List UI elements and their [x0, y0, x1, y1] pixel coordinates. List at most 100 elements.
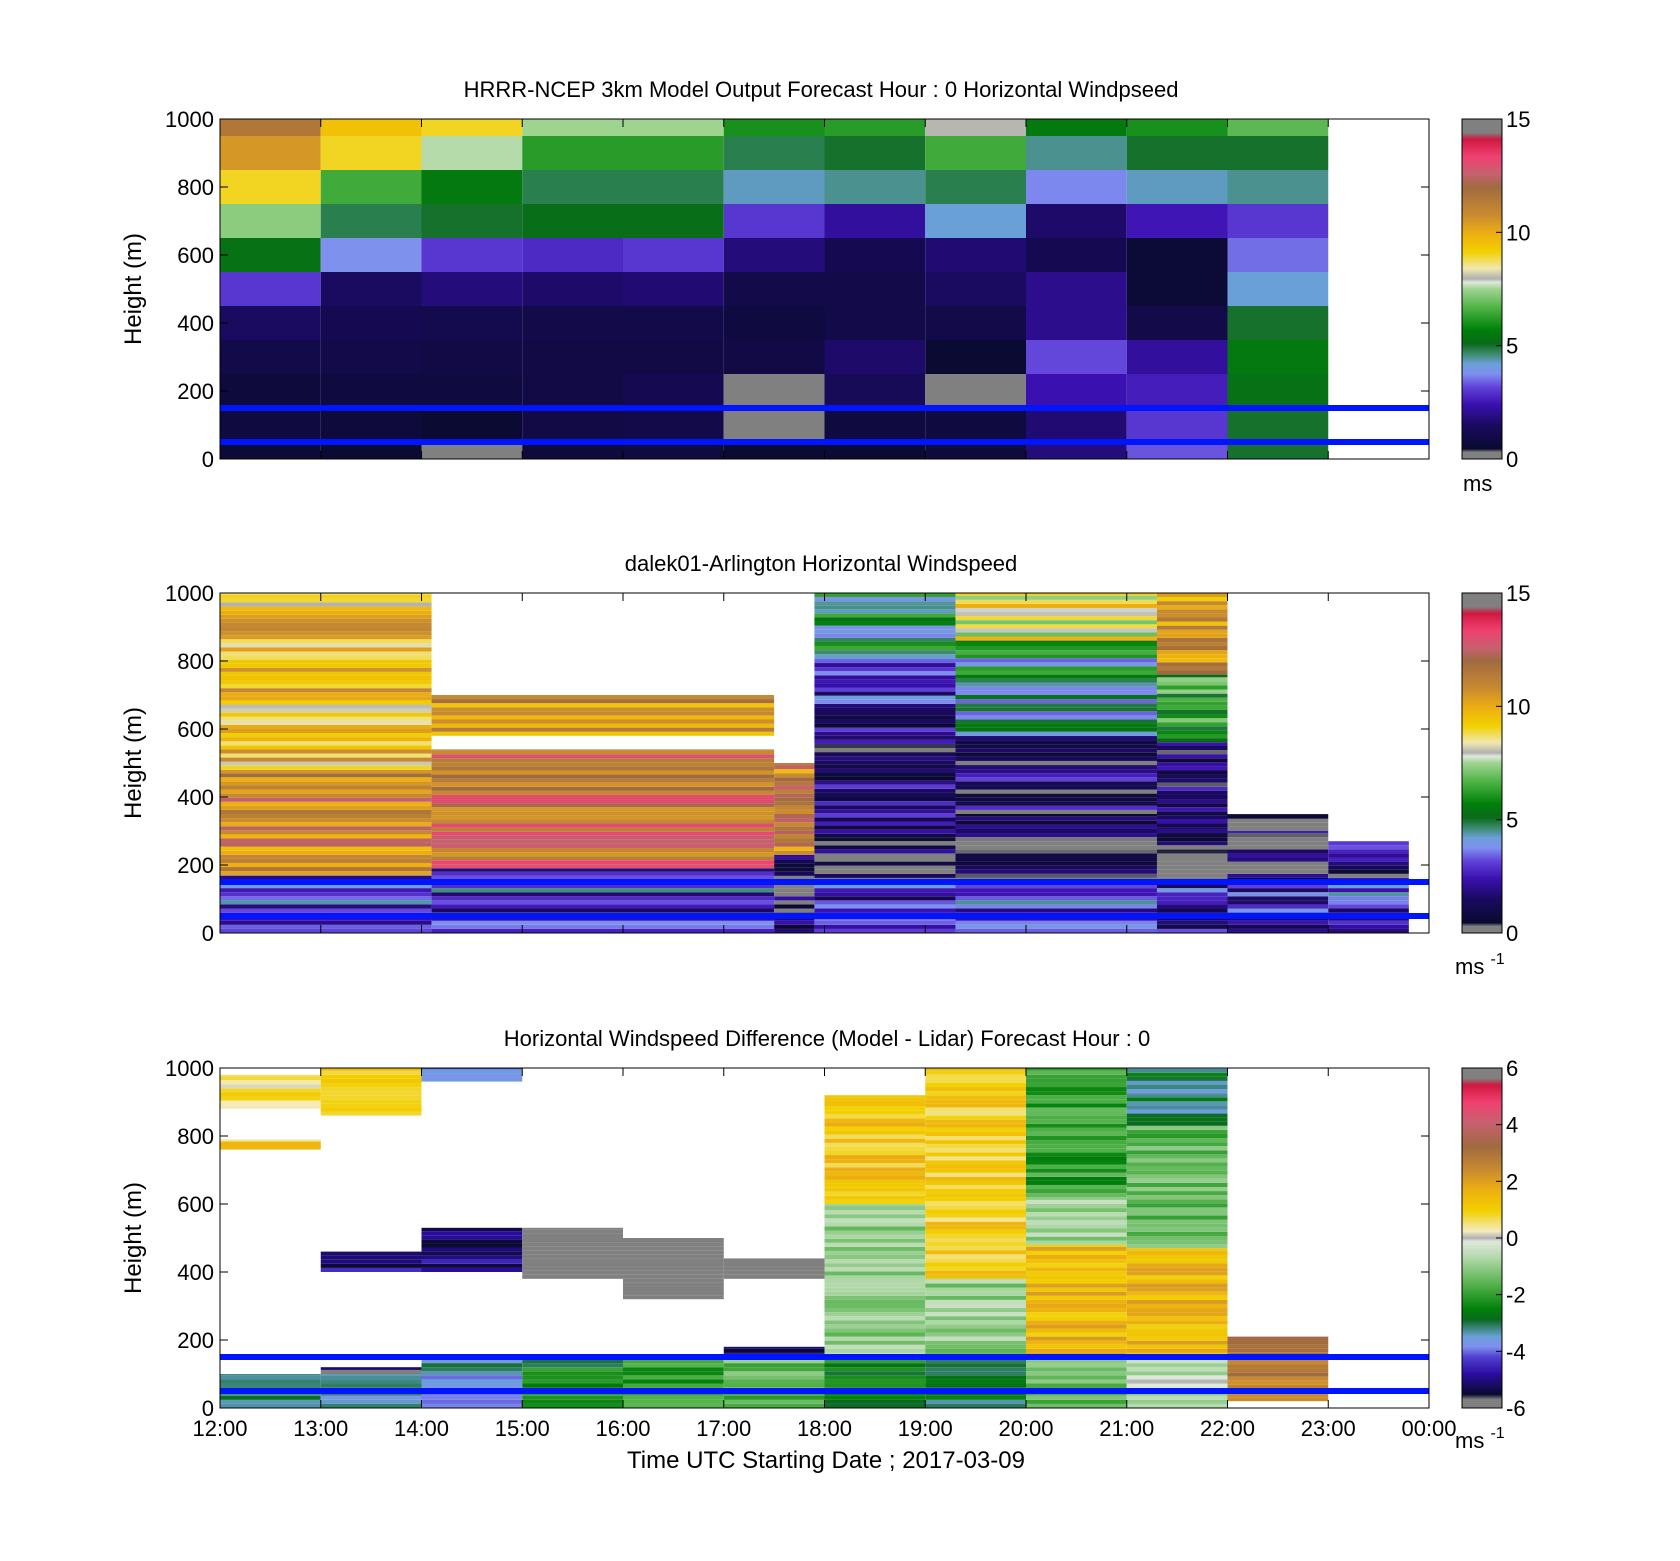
heatmap-cell: [522, 1246, 623, 1251]
heatmap-cell: [814, 735, 956, 740]
heatmap-cell: [955, 699, 1157, 704]
heatmap-cell: [1026, 1228, 1127, 1233]
heatmap-cell: [220, 716, 432, 721]
heatmap-cell: [925, 1383, 1026, 1388]
heatmap-cell: [723, 238, 825, 272]
heatmap-cell: [814, 743, 956, 749]
heatmap-cell: [925, 1403, 1026, 1408]
heatmap-cell: [220, 761, 432, 766]
heatmap-cell: [220, 614, 432, 619]
heatmap-cell: [955, 641, 1157, 647]
heatmap-cell: [320, 1395, 422, 1400]
heatmap-cell: [1227, 818, 1329, 823]
heatmap-cell: [1126, 1097, 1228, 1102]
heatmap-cell: [623, 442, 724, 459]
heatmap-cell: [814, 723, 956, 728]
heatmap-cell: [1126, 1174, 1228, 1179]
heatmap-cell: [955, 920, 1157, 925]
heatmap-cell: [220, 884, 432, 889]
heatmap-cell: [824, 1146, 926, 1151]
heatmap-cell: [1227, 888, 1329, 893]
heatmap-cell: [220, 749, 432, 754]
heatmap-cell: [1328, 845, 1409, 850]
heatmap-cell: [955, 892, 1157, 897]
heatmap-cell: [1126, 1101, 1228, 1106]
heatmap-cell: [814, 671, 956, 676]
heatmap-cell: [1126, 1191, 1228, 1196]
heatmap-cell: [431, 819, 775, 824]
heatmap-cell: [1026, 1216, 1127, 1221]
heatmap-cell: [955, 785, 1157, 790]
heatmap-cell: [1026, 1095, 1127, 1100]
heatmap-cell: [824, 1102, 926, 1107]
heatmap-cell: [220, 1383, 321, 1388]
heatmap-cell: [220, 1088, 321, 1093]
heatmap-cell: [1227, 814, 1329, 815]
y-tick-label: 0: [202, 1396, 214, 1421]
heatmap-cell: [320, 1379, 422, 1384]
heatmap-cell: [1156, 888, 1228, 893]
heatmap-cell: [925, 1103, 1026, 1108]
heatmap-cell: [522, 442, 623, 459]
heatmap-cell: [955, 793, 1157, 798]
heatmap-cell: [431, 707, 775, 712]
heatmap-cell: [220, 622, 432, 627]
heatmap-cell: [1026, 1250, 1127, 1255]
heatmap-cell: [723, 442, 825, 459]
heatmap-cell: [824, 1371, 926, 1376]
heatmap-cell: [220, 904, 432, 909]
heatmap-cell: [1328, 892, 1409, 897]
heatmap-cell: [522, 1266, 623, 1271]
heatmap-cell: [1227, 869, 1329, 874]
heatmap-cell: [1156, 920, 1228, 925]
heatmap-cell: [220, 238, 321, 272]
heatmap-cell: [1156, 738, 1228, 743]
heatmap-cell: [955, 646, 1157, 651]
heatmap-cell: [774, 838, 815, 843]
heatmap-cell: [814, 908, 956, 913]
heatmap-cell: [824, 1379, 926, 1384]
heatmap-cell: [421, 1069, 523, 1074]
heatmap-cell: [220, 785, 432, 790]
heatmap-cell: [774, 846, 815, 851]
heatmap-cell: [421, 1068, 523, 1070]
heatmap-cell: [1026, 1103, 1127, 1108]
heatmap-cell: [431, 711, 775, 716]
heatmap-cell: [1126, 1240, 1228, 1245]
heatmap-cell: [824, 1340, 926, 1345]
heatmap-cell: [1026, 1375, 1127, 1380]
heatmap-cell: [1328, 928, 1409, 933]
heatmap-cell: [320, 1091, 422, 1096]
heatmap-cell: [774, 863, 815, 868]
heatmap-cell: [955, 723, 1157, 728]
heatmap-cell: [1156, 746, 1228, 751]
heatmap-cell: [824, 1142, 926, 1147]
heatmap-cell: [814, 920, 956, 925]
heatmap-cell: [824, 1403, 926, 1408]
heatmap-cell: [955, 760, 1157, 766]
heatmap-cell: [955, 865, 1157, 870]
panel-difference-title: Horizontal Windspeed Difference (Model -…: [504, 1026, 1150, 1051]
heatmap-cell: [522, 1359, 623, 1364]
heatmap-cell: [220, 753, 432, 758]
heatmap-cell: [1026, 1371, 1127, 1376]
heatmap-cell: [320, 340, 422, 374]
heatmap-cell: [723, 170, 825, 204]
heatmap-cell: [824, 1106, 926, 1111]
heatmap-cell: [925, 119, 1026, 136]
heatmap-cell: [925, 1213, 1026, 1218]
heatmap-cell: [522, 1262, 623, 1267]
heatmap-cell: [814, 663, 956, 668]
heatmap-cell: [925, 238, 1026, 272]
heatmap-cell: [421, 408, 523, 442]
heatmap-cell: [1156, 841, 1228, 846]
x-tick-label: 18:00: [797, 1416, 852, 1441]
heatmap-cell: [1126, 1227, 1228, 1232]
heatmap-cell: [1026, 374, 1127, 408]
heatmap-cell: [824, 238, 926, 272]
heatmap-cell: [1328, 884, 1409, 889]
heatmap-cell: [1227, 442, 1329, 459]
heatmap-cell: [220, 1145, 321, 1150]
heatmap-cell: [1126, 1295, 1228, 1300]
heatmap-cell: [220, 826, 432, 831]
